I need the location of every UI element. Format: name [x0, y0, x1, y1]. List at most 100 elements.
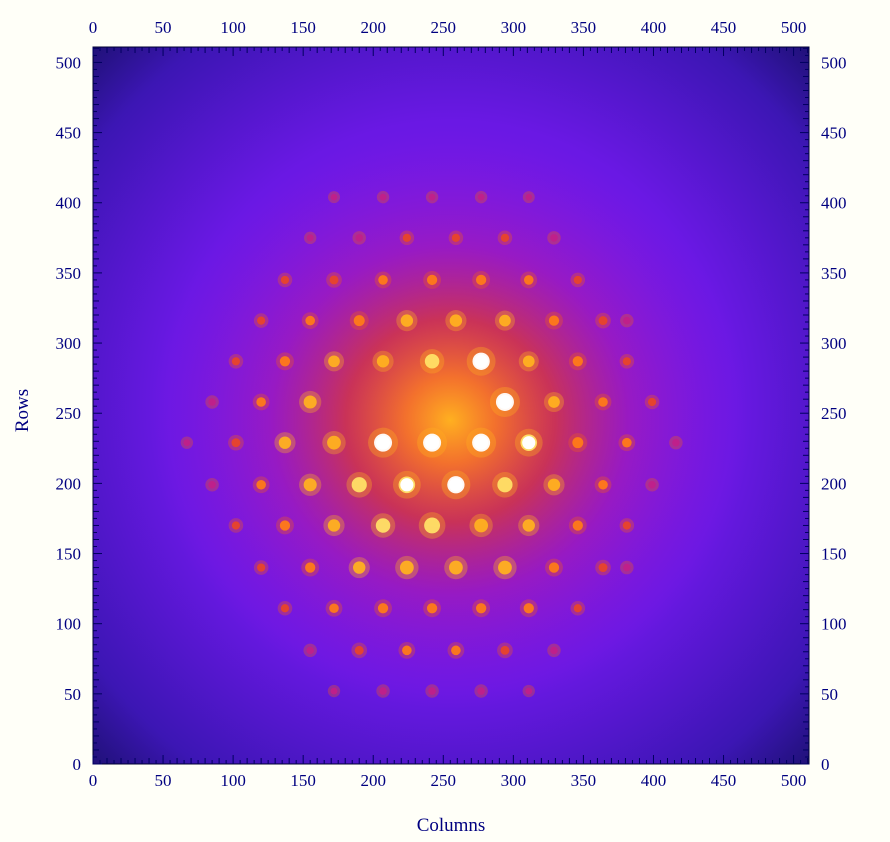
x-tick-label: 450 — [711, 771, 737, 790]
x-tick-label: 50 — [155, 18, 172, 37]
bragg-peak — [568, 433, 588, 453]
x-tick-label: 200 — [360, 771, 386, 790]
bragg-peak — [299, 390, 322, 414]
y-tick-label: 300 — [821, 334, 847, 353]
bragg-peak — [448, 230, 464, 246]
bragg-peak — [543, 391, 565, 413]
y-tick-label: 500 — [56, 53, 82, 72]
bragg-peak — [514, 428, 543, 457]
bragg-peak — [570, 272, 586, 288]
y-tick-label: 150 — [821, 545, 847, 564]
y-tick-label: 400 — [56, 194, 82, 213]
bragg-peak — [348, 556, 370, 579]
diffuse-glow — [150, 130, 751, 711]
y-tick-label: 100 — [821, 615, 847, 634]
bragg-peak — [492, 471, 518, 498]
y-tick-label: 50 — [64, 685, 81, 704]
y-tick-label: 300 — [56, 334, 82, 353]
bragg-peak — [425, 684, 439, 698]
y-tick-label: 400 — [821, 194, 847, 213]
bragg-peak — [425, 190, 439, 204]
bragg-peak — [303, 231, 317, 245]
x-axis-title: Columns — [417, 815, 486, 836]
bragg-peak — [372, 350, 394, 372]
bragg-peak — [568, 352, 587, 371]
bragg-peak — [376, 190, 390, 204]
y-tick-label: 100 — [56, 615, 82, 634]
bragg-peak — [645, 478, 659, 492]
bragg-peak — [620, 560, 634, 575]
bragg-peak — [326, 272, 342, 288]
y-tick-label: 0 — [73, 755, 82, 774]
bragg-peak — [277, 600, 293, 616]
bragg-peak — [205, 395, 219, 409]
bragg-peak — [349, 311, 369, 331]
y-tick-label: 250 — [821, 404, 847, 423]
bragg-peak — [327, 684, 341, 698]
bragg-peak — [368, 427, 399, 458]
bragg-peak — [399, 230, 415, 246]
bragg-peak — [444, 555, 468, 580]
y-tick-label: 200 — [56, 474, 82, 493]
bragg-peak — [322, 430, 346, 455]
x-tick-label: 500 — [781, 18, 807, 37]
bragg-peak — [472, 599, 491, 618]
x-tick-label: 250 — [431, 18, 457, 37]
bragg-peak — [474, 684, 488, 698]
x-tick-label: 100 — [220, 771, 246, 790]
x-tick-label: 350 — [571, 18, 597, 37]
bragg-peak — [497, 642, 513, 659]
bragg-peak — [301, 558, 320, 577]
bragg-peak — [228, 354, 244, 369]
bragg-peak — [594, 476, 612, 494]
bragg-peak — [419, 349, 445, 374]
x-tick-label: 450 — [711, 18, 737, 37]
x-tick-label: 400 — [641, 771, 667, 790]
bragg-peak — [497, 230, 513, 246]
bragg-peak — [274, 432, 296, 454]
bragg-peak — [669, 435, 683, 450]
bragg-peak — [445, 310, 467, 332]
y-tick-label: 200 — [821, 474, 847, 493]
bragg-peak — [474, 190, 488, 204]
bragg-peak — [570, 600, 586, 616]
bragg-peak — [301, 312, 319, 330]
bragg-peak — [545, 311, 563, 330]
bragg-peak — [205, 478, 219, 492]
bragg-peak — [595, 559, 611, 576]
bragg-peak — [447, 641, 465, 659]
y-tick-label: 450 — [56, 124, 82, 143]
bragg-peak — [493, 555, 517, 580]
bragg-peak — [253, 560, 269, 575]
bragg-peak — [396, 310, 418, 332]
bragg-peak — [594, 393, 612, 411]
x-tick-label: 200 — [360, 18, 386, 37]
bragg-peak — [518, 351, 539, 372]
bragg-peaks — [180, 190, 683, 698]
plot-area — [93, 47, 809, 764]
bragg-peak — [423, 599, 442, 618]
x-tick-label: 150 — [290, 18, 316, 37]
bragg-peak — [276, 516, 294, 535]
x-tick-label: 250 — [431, 771, 457, 790]
bragg-peak — [619, 518, 635, 533]
bragg-peak — [466, 346, 496, 376]
bragg-peak — [547, 231, 561, 245]
bragg-peak — [644, 394, 660, 410]
x-tick-label: 300 — [501, 771, 527, 790]
bragg-peak — [595, 312, 611, 329]
bragg-peak — [351, 642, 368, 659]
bragg-peak — [328, 191, 340, 204]
x-axis-bottom: 0 50 100 150 200 250 300 350 400 450 500 — [89, 755, 809, 790]
x-tick-label: 0 — [89, 18, 98, 37]
bragg-peak — [376, 684, 390, 698]
y-axis-title: Rows — [12, 389, 33, 432]
x-tick-label: 300 — [501, 18, 527, 37]
bragg-peak — [417, 427, 448, 458]
bragg-peak — [519, 599, 538, 618]
bragg-peak — [346, 471, 373, 498]
y-axis-left: 0 50 100 150 200 250 300 350 400 450 500 — [56, 47, 102, 774]
y-tick-label: 150 — [56, 545, 82, 564]
bragg-peak — [392, 470, 421, 499]
y-tick-label: 350 — [821, 264, 847, 283]
